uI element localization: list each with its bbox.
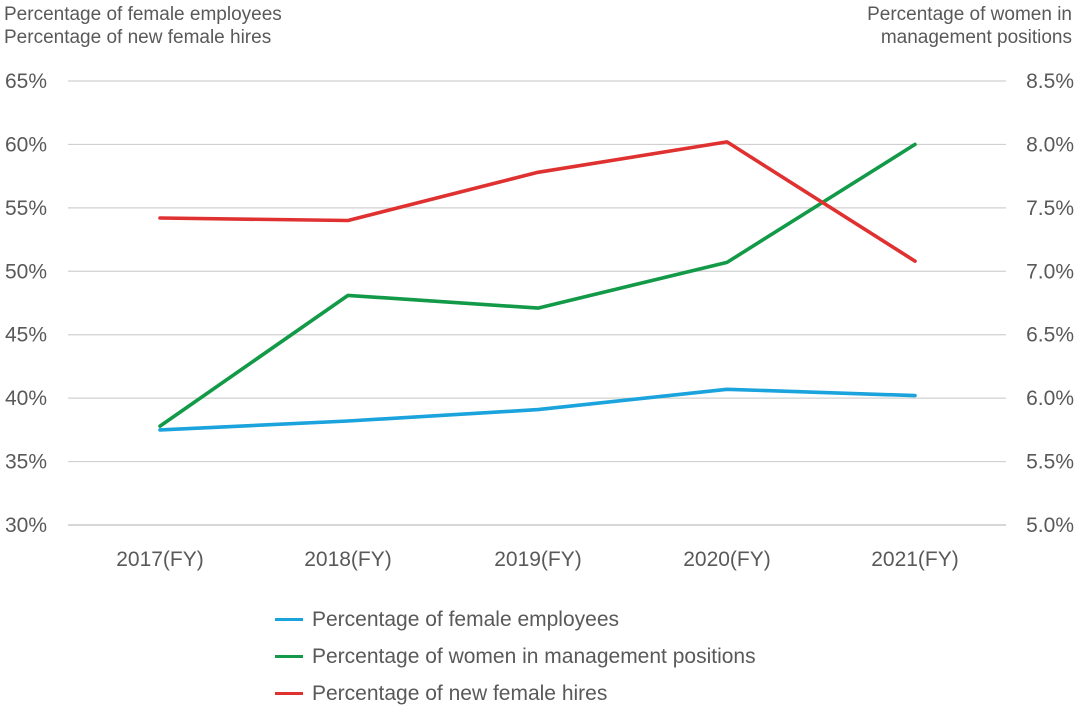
series-line: [158, 142, 917, 428]
left-tick-label: 50%: [5, 260, 47, 283]
left-axis-ticks: 65% 60% 55% 50% 45% 40% 35% 30%: [5, 70, 47, 537]
x-tick-label: 2019(FY): [494, 548, 582, 571]
legend-item: Percentage of female employees: [275, 601, 756, 638]
legend-label: Percentage of new female hires: [312, 681, 608, 705]
x-axis-ticks: 2017(FY) 2018(FY) 2019(FY) 2020(FY) 2021(FY): [116, 548, 959, 571]
right-tick-label: 5.0%: [1026, 514, 1074, 537]
chart-legend: Percentage of female employees Percentage…: [275, 601, 756, 712]
x-tick-label: 2020(FY): [683, 548, 771, 571]
legend-label: Percentage of women in management positi…: [312, 644, 756, 668]
legend-swatch: [275, 618, 303, 621]
series-line: [158, 387, 917, 432]
right-tick-label: 8.5%: [1026, 70, 1074, 93]
left-axis-title-line-1: Percentage of female employees: [4, 4, 282, 25]
legend-item: Percentage of women in management positi…: [275, 638, 756, 675]
left-axis-title-line-2: Percentage of new female hires: [4, 27, 272, 48]
left-tick-label: 35%: [5, 451, 47, 474]
left-tick-label: 30%: [5, 514, 47, 537]
left-tick-label: 55%: [5, 197, 47, 220]
right-axis-ticks: 8.5% 8.0% 7.5% 7.0% 6.5% 6.0% 5.5% 5.0%: [1026, 70, 1074, 537]
legend-item: Percentage of new female hires: [275, 675, 756, 712]
x-tick-label: 2021(FY): [871, 548, 959, 571]
x-tick-label: 2018(FY): [304, 548, 392, 571]
series-line: [158, 140, 917, 263]
line-chart: 65% 60% 55% 50% 45% 40% 35% 30% 8.5% 8.0% 7.5% 7.0…: [5, 70, 1074, 571]
left-tick-label: 60%: [5, 133, 47, 156]
left-tick-label: 40%: [5, 387, 47, 410]
legend-swatch: [275, 655, 303, 658]
gridlines: [68, 80, 1006, 526]
left-tick-label: 65%: [5, 70, 47, 93]
right-axis-title-line-1: Percentage of women in: [867, 4, 1072, 25]
series-lines: [158, 140, 917, 432]
right-axis-title-line-2: management positions: [880, 27, 1072, 48]
left-tick-label: 45%: [5, 324, 47, 347]
right-tick-label: 7.5%: [1026, 197, 1074, 220]
right-tick-label: 7.0%: [1026, 260, 1074, 283]
right-tick-label: 6.5%: [1026, 324, 1074, 347]
right-tick-label: 6.0%: [1026, 387, 1074, 410]
legend-swatch: [275, 692, 303, 695]
right-tick-label: 8.0%: [1026, 133, 1074, 156]
x-tick-label: 2017(FY): [116, 548, 204, 571]
right-axis-title: Percentage of women in management positi…: [867, 3, 1072, 49]
legend-label: Percentage of female employees: [312, 607, 620, 631]
right-tick-label: 5.5%: [1026, 451, 1074, 474]
left-axis-title: Percentage of female employees Percentag…: [4, 3, 282, 49]
